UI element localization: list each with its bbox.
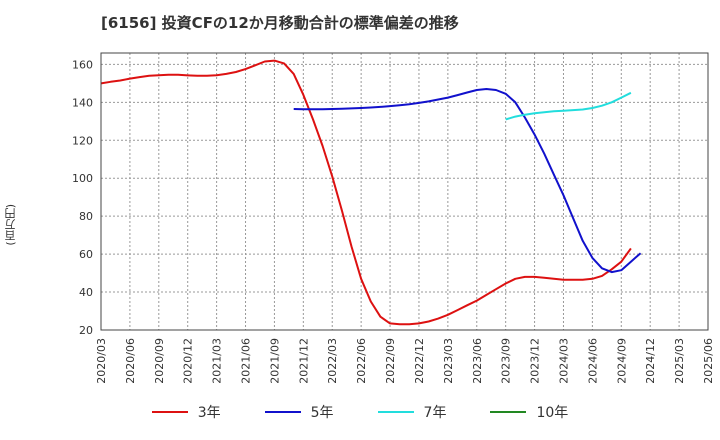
legend-item: 5年: [264, 402, 334, 422]
y-tick-label: 140: [72, 96, 93, 109]
legend-swatch: [264, 411, 301, 413]
x-tick-label: 2022/12: [413, 338, 426, 384]
x-tick-label: 2023/09: [500, 338, 513, 384]
x-tick-label: 2022/03: [326, 338, 339, 384]
legend-label: 3年: [197, 405, 221, 421]
y-tick-label: 60: [79, 248, 93, 261]
plot-frame: [100, 52, 709, 331]
legend: 3年 5年 7年 10年: [0, 402, 720, 422]
legend-item: 7年: [377, 402, 447, 422]
x-tick-label: 2022/06: [355, 338, 368, 384]
y-tick-label: 100: [72, 172, 93, 185]
series-line-7年: [505, 91, 632, 121]
x-tick-label: 2020/03: [95, 338, 108, 384]
x-tick-label: 2024/06: [586, 338, 599, 384]
legend-label: 7年: [423, 405, 447, 421]
series-line-5年: [293, 88, 642, 274]
x-tick-label: 2022/09: [384, 338, 397, 384]
y-tick-label: 120: [72, 134, 93, 147]
legend-swatch: [490, 411, 527, 413]
y-tick-label: 20: [79, 324, 93, 337]
chart-title: [6156] 投資CFの12か月移動合計の標準偏差の推移: [101, 14, 459, 32]
legend-swatch: [377, 411, 414, 413]
x-tick-label: 2024/12: [644, 338, 657, 384]
legend-item: 10年: [490, 402, 568, 422]
series-lines: [100, 59, 642, 326]
x-tick-label: 2021/09: [268, 338, 281, 384]
x-tick-label: 2024/09: [615, 338, 628, 384]
x-tick-label: 2025/03: [673, 338, 686, 384]
x-axis-ticks: 2020/03 2020/06 2020/09 2020/12 2021/03 2021/…: [95, 338, 715, 384]
x-tick-label: 2024/03: [557, 338, 570, 384]
x-tick-label: 2025/06: [702, 338, 715, 384]
x-tick-label: 2020/12: [182, 338, 195, 384]
y-tick-label: 80: [79, 210, 93, 223]
legend-label: 10年: [536, 405, 569, 421]
x-tick-label: 2020/09: [153, 338, 166, 384]
x-tick-label: 2021/06: [240, 338, 253, 384]
grid: [100, 53, 709, 331]
x-tick-label: 2020/06: [124, 338, 137, 384]
x-tick-label: 2023/03: [442, 338, 455, 384]
legend-label: 5年: [310, 405, 334, 421]
y-tick-label: 40: [79, 286, 93, 299]
x-tick-label: 2023/12: [529, 338, 542, 384]
x-tick-label: 2021/12: [297, 338, 310, 384]
y-tick-label: 160: [72, 58, 93, 71]
y-axis-ticks: 20 40 60 80 100 120 140 160: [72, 58, 93, 337]
legend-item: 3年: [151, 402, 221, 422]
x-tick-label: 2023/06: [471, 338, 484, 384]
series-line-3年: [100, 59, 632, 326]
legend-swatch: [151, 411, 188, 413]
x-tick-label: 2021/03: [211, 338, 224, 384]
